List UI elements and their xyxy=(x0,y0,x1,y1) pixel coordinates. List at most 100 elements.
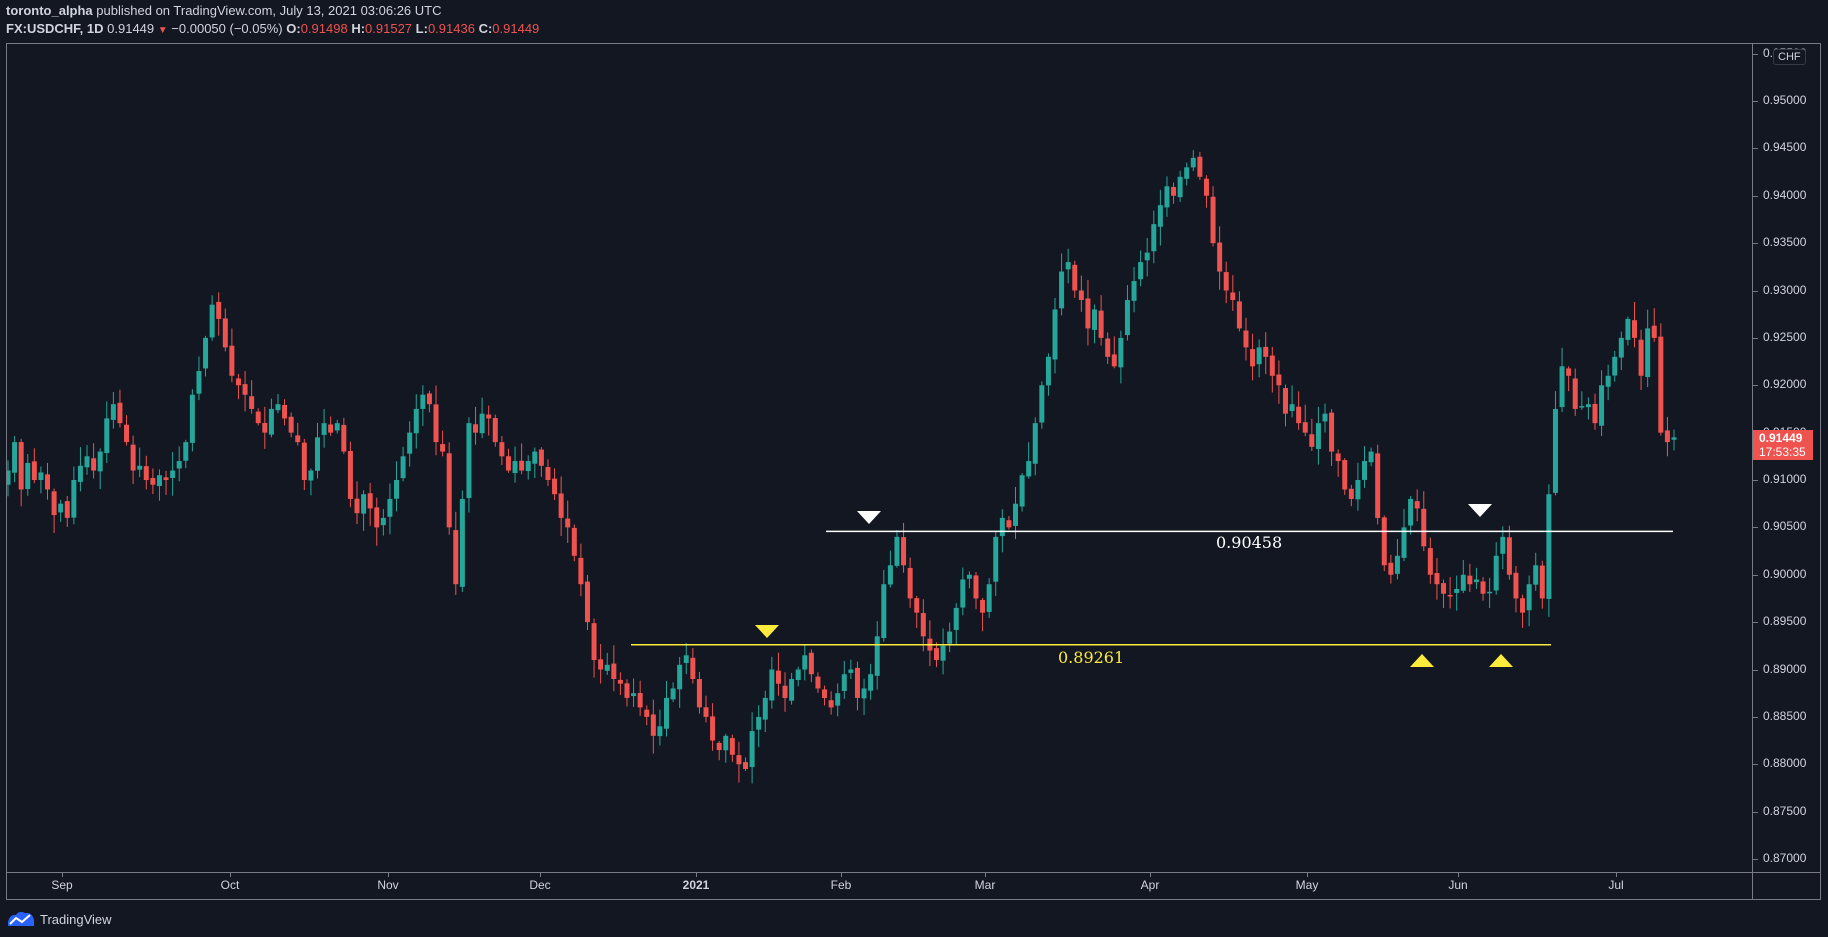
candle xyxy=(716,740,722,761)
candle xyxy=(822,685,828,706)
low-value: 0.91436 xyxy=(427,21,475,36)
price-tick-label: 0.88000 xyxy=(1763,756,1807,771)
candle xyxy=(914,595,920,628)
down-triangle-marker-icon[interactable] xyxy=(1468,504,1492,517)
legend-ohlc: FX:USDCHF, 1D 0.91449 ▼ −0.00050 (−0.05%… xyxy=(6,21,539,36)
candle xyxy=(466,417,472,513)
down-triangle-marker-icon[interactable] xyxy=(755,625,779,638)
candle xyxy=(407,421,413,467)
price-tick-mark xyxy=(1753,290,1758,292)
candle xyxy=(413,394,419,449)
support-price-label[interactable]: 0.89261 xyxy=(1058,648,1125,667)
candle xyxy=(1526,575,1532,627)
candle xyxy=(1118,330,1124,384)
candle xyxy=(762,690,768,733)
price-tick-label: 0.90000 xyxy=(1763,566,1807,581)
candle xyxy=(795,666,801,687)
resistance-price-label[interactable]: 0.90458 xyxy=(1216,533,1283,552)
candle xyxy=(966,571,972,589)
price-tick-label: 0.89500 xyxy=(1763,614,1807,629)
candle xyxy=(367,482,373,526)
candle xyxy=(881,569,887,642)
candlestick-chart[interactable] xyxy=(7,44,1752,872)
candle xyxy=(229,328,235,383)
price-tick-mark xyxy=(1753,622,1758,624)
author-name[interactable]: toronto_alpha xyxy=(6,3,93,18)
candle xyxy=(1388,554,1394,584)
candle xyxy=(1355,462,1361,511)
up-triangle-marker-icon[interactable] xyxy=(1410,654,1434,667)
candle xyxy=(1441,579,1447,609)
candle xyxy=(196,356,202,401)
candle xyxy=(1559,347,1565,412)
candle xyxy=(222,308,228,352)
candle xyxy=(1092,304,1098,344)
candle xyxy=(552,468,558,501)
down-triangle-marker-icon[interactable] xyxy=(857,511,881,524)
candle xyxy=(1190,150,1196,172)
candle xyxy=(1381,515,1387,572)
time-tick-mark xyxy=(1150,873,1151,877)
candle xyxy=(1414,489,1420,522)
candle xyxy=(1421,491,1427,552)
candle xyxy=(242,370,248,412)
candle xyxy=(1546,484,1552,617)
candle xyxy=(77,447,83,492)
candle xyxy=(1045,353,1051,396)
candle xyxy=(1454,575,1460,611)
candle xyxy=(1493,542,1499,595)
candle xyxy=(473,406,479,445)
price-tick-mark xyxy=(1753,337,1758,339)
candle xyxy=(1500,526,1506,570)
candle xyxy=(723,733,729,763)
time-axis-divider xyxy=(6,872,1821,873)
price-tick-label: 0.89000 xyxy=(1763,661,1807,676)
candle xyxy=(394,461,400,512)
candle xyxy=(1651,308,1657,342)
candle xyxy=(887,550,893,588)
candle xyxy=(1138,250,1144,287)
candle xyxy=(361,490,367,531)
candle xyxy=(637,680,643,716)
candle xyxy=(1427,537,1433,584)
candle xyxy=(835,683,841,717)
candle xyxy=(525,455,531,480)
up-triangle-marker-icon[interactable] xyxy=(1489,654,1513,667)
time-tick-mark xyxy=(696,873,697,877)
candle xyxy=(677,656,683,708)
candle xyxy=(1408,495,1414,535)
candle xyxy=(571,524,577,562)
candle xyxy=(1289,385,1295,418)
candle xyxy=(275,393,281,414)
candle xyxy=(1013,486,1019,540)
candle xyxy=(1631,301,1637,348)
price-tick-label: 0.87000 xyxy=(1763,851,1807,865)
candle xyxy=(538,447,544,477)
candle xyxy=(203,335,209,377)
price-tick-mark xyxy=(1753,101,1758,102)
candle xyxy=(1342,458,1348,495)
candle xyxy=(1164,176,1170,217)
candle xyxy=(703,695,709,723)
candle xyxy=(1243,317,1249,361)
time-tick-mark xyxy=(1307,873,1308,877)
candle xyxy=(295,422,301,446)
candle xyxy=(268,398,274,438)
candle xyxy=(947,622,953,653)
candle xyxy=(505,448,511,473)
change-value: −0.00050 (−0.05%) xyxy=(171,21,283,36)
currency-badge[interactable]: CHF xyxy=(1773,49,1806,65)
candle xyxy=(137,447,143,478)
candle xyxy=(920,599,926,652)
time-tick-label: Feb xyxy=(830,878,852,892)
candle xyxy=(1401,508,1407,562)
candle xyxy=(848,659,854,680)
candle xyxy=(1375,444,1381,525)
candle xyxy=(341,417,347,454)
candle xyxy=(433,385,439,456)
candle xyxy=(321,409,327,448)
time-tick-label: Jul xyxy=(1608,878,1624,892)
candle xyxy=(1171,182,1177,204)
candle xyxy=(894,530,900,568)
candle xyxy=(953,603,959,646)
